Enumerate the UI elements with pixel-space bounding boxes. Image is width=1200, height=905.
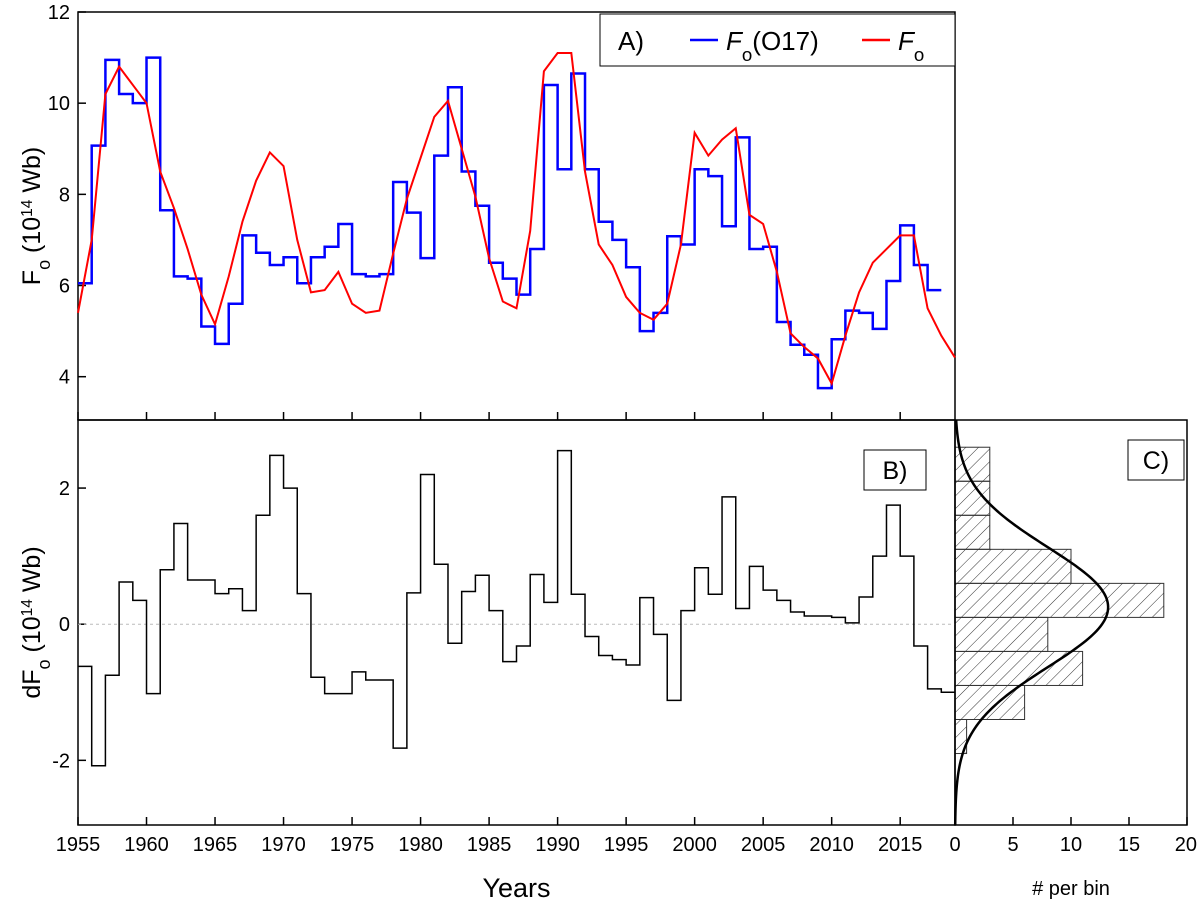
panel-label: C): [1143, 447, 1169, 475]
x-tick-label: 5: [1007, 834, 1018, 856]
x-tick-label: 1965: [193, 834, 238, 856]
y-tick-label: -2: [52, 750, 70, 772]
panel-label-box: [863, 449, 927, 491]
x-tick-label: 1960: [124, 834, 169, 856]
x-tick-label: 1975: [330, 834, 375, 856]
x-tick-label: 1990: [535, 834, 580, 856]
label-part: dF: [18, 669, 46, 698]
label-part: (O17): [752, 26, 818, 56]
legend-label: Fo(O17): [726, 26, 819, 65]
x-tick-label: 10: [1060, 834, 1082, 856]
x-tick-label: 2005: [741, 834, 786, 856]
y-tick-label: 10: [48, 93, 70, 115]
y-axis-label: Fo (1014 Wb): [18, 147, 54, 285]
histogram-bar: [954, 514, 991, 550]
x-tick-label: 1970: [261, 834, 306, 856]
label-part: (10: [18, 217, 46, 260]
y-tick-label: 4: [59, 367, 70, 389]
y-axis-label: dFo (1014 Wb): [18, 546, 54, 698]
label-part: (10: [18, 616, 46, 659]
histogram-bar: [954, 582, 1165, 618]
label-part: Wb): [18, 546, 46, 599]
x-axis-label: # per bin: [1032, 878, 1110, 900]
label-part: Wb): [18, 147, 46, 200]
fit-curve: [953, 419, 1110, 826]
x-axis-label: Years: [482, 873, 550, 903]
x-tick-label: 1985: [467, 834, 512, 856]
x-tick-label: 20: [1175, 834, 1197, 856]
plot-frame: [77, 419, 956, 826]
label-part: o: [34, 659, 54, 669]
x-tick-label: 15: [1118, 834, 1140, 856]
label-part: o: [34, 260, 54, 270]
series-line: [77, 52, 956, 387]
plot-frame: [77, 11, 956, 421]
panel-label: B): [883, 457, 908, 485]
series-line: [78, 56, 942, 390]
panel-label-box: [1127, 439, 1185, 481]
y-tick-label: 8: [59, 184, 70, 206]
histogram-bar: [954, 616, 1049, 652]
y-tick-label: 0: [59, 614, 70, 636]
label-part: F: [18, 270, 46, 285]
x-tick-label: 2015: [878, 834, 923, 856]
label-part: 14: [19, 599, 36, 617]
label-part: F: [898, 26, 916, 56]
label-part: 14: [19, 199, 36, 217]
legend-box: [599, 13, 956, 67]
panel-label: A): [618, 26, 644, 56]
legend-label: Fo: [898, 26, 924, 65]
x-tick-label: 2010: [809, 834, 854, 856]
label-part: o: [742, 44, 752, 65]
y-tick-label: 12: [48, 2, 70, 24]
y-tick-label: 6: [59, 276, 70, 298]
y-tick-label: 2: [59, 478, 70, 500]
x-tick-label: 2000: [672, 834, 717, 856]
x-tick-label: 1980: [398, 834, 443, 856]
x-tick-label: 0: [949, 834, 960, 856]
x-tick-label: 1995: [604, 834, 649, 856]
label-part: o: [914, 44, 924, 65]
histogram-bar: [954, 548, 1072, 584]
series-line: [78, 449, 955, 767]
x-tick-label: 1955: [56, 834, 101, 856]
label-part: F: [726, 26, 744, 56]
